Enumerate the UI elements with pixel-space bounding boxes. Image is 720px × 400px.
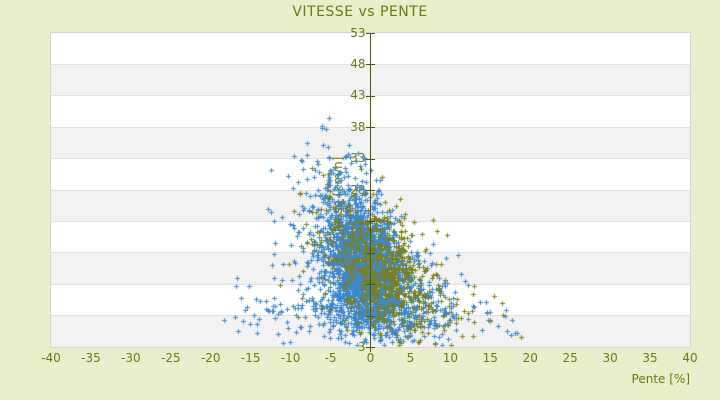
y-tick-mark: [366, 64, 375, 66]
plot-area: 38131823283338434853 Vitesse [km/h]: [50, 26, 691, 354]
x-zero-tick-mark: [370, 347, 371, 352]
x-tick-label: 20: [522, 351, 538, 365]
chart-title: VITESSE vs PENTE: [292, 4, 428, 20]
y-tick-mark: [366, 284, 375, 286]
x-tick-label: -10: [280, 351, 301, 365]
y-tick-mark: [366, 158, 375, 160]
x-tick-label: -35: [81, 351, 101, 365]
x-tick-label: 25: [562, 351, 578, 365]
x-tick-label: -15: [240, 351, 261, 365]
y-tick-mark: [366, 33, 375, 34]
x-tick-label: -40: [41, 351, 61, 365]
x-tick-label: 10: [442, 351, 459, 365]
x-tick-label: 5: [406, 351, 415, 365]
x-tick-label: 40: [682, 351, 698, 365]
x-tick-label: 35: [642, 351, 658, 365]
y-tick-mark: [366, 221, 375, 223]
x-tick-label: -5: [324, 351, 337, 365]
x-tick-label: -20: [200, 351, 221, 365]
y-tick-mark: [366, 315, 375, 317]
y-tick-mark: [366, 127, 375, 129]
y-tick-mark: [366, 95, 375, 97]
y-tick-mark: [366, 190, 375, 191]
x-tick-label: -30: [121, 351, 141, 365]
y-tick-mark: [366, 252, 375, 254]
x-axis-label: Pente [%]: [631, 372, 690, 386]
x-tick-label: 0: [366, 351, 375, 365]
x-tick-label: -25: [161, 351, 181, 365]
x-tick-label: 15: [482, 351, 498, 365]
x-tick-label: 30: [602, 351, 618, 365]
